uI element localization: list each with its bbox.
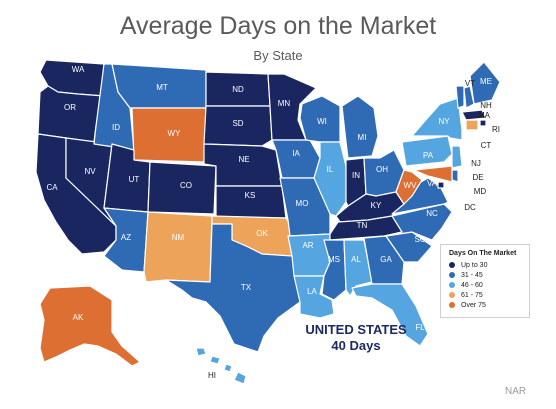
state-label-in: IN <box>352 171 360 180</box>
state-ct <box>465 119 479 131</box>
state-label-ks: KS <box>245 191 256 200</box>
legend-label: 46 - 60 <box>461 281 483 289</box>
state-label-sc: SC <box>414 235 425 244</box>
legend: Days On The Market Up to 30 31 - 45 46 - 6… <box>440 244 530 318</box>
state-ne <box>203 143 283 187</box>
state-label-ne: NE <box>238 155 249 164</box>
state-pa <box>401 135 453 167</box>
state-label-pa: PA <box>423 151 434 160</box>
state-fl <box>351 283 429 347</box>
state-label-dc: DC <box>464 203 476 212</box>
legend-title: Days On The Market <box>449 250 517 257</box>
state-me <box>469 61 501 105</box>
state-hi <box>195 347 247 385</box>
state-label-md: MD <box>474 187 487 196</box>
state-label-nc: NC <box>426 209 438 218</box>
legend-label: 61 - 75 <box>461 291 483 299</box>
state-de <box>451 169 459 183</box>
legend-swatch <box>449 272 455 278</box>
state-label-me: ME <box>480 77 492 86</box>
legend-swatch <box>449 282 455 288</box>
state-nm <box>143 211 213 283</box>
legend-swatch <box>449 262 455 268</box>
legend-item: Up to 30 <box>441 260 529 270</box>
state-label-or: OR <box>64 103 76 112</box>
state-label-ky: KY <box>371 201 382 210</box>
state-label-la: LA <box>307 287 317 296</box>
state-label-va: VA <box>427 179 438 188</box>
legend-item: 61 - 75 <box>441 290 529 300</box>
state-ri <box>479 119 487 127</box>
state-mn <box>267 73 317 141</box>
legend-item: 46 - 60 <box>441 280 529 290</box>
state-label-ri: RI <box>492 125 500 134</box>
legend-label: 31 - 45 <box>461 271 483 279</box>
state-label-wa: WA <box>72 65 85 74</box>
state-label-id: ID <box>112 123 120 132</box>
state-label-hi: HI <box>208 371 216 380</box>
state-dc <box>437 181 445 189</box>
state-label-ok: OK <box>256 229 268 238</box>
state-label-fl: FL <box>415 323 425 332</box>
state-label-ar: AR <box>302 241 313 250</box>
state-label-co: CO <box>180 181 192 190</box>
state-label-mt: MT <box>156 83 168 92</box>
state-sd <box>203 105 273 147</box>
national-label: UNITED STATES <box>305 322 407 337</box>
legend-label: Over 75 <box>461 301 486 309</box>
map-title: Average Days on the Market <box>119 12 437 40</box>
map-subtitle: By State <box>253 48 303 63</box>
state-label-tn: TN <box>357 221 368 230</box>
national-value: 40 Days <box>331 338 381 353</box>
state-label-ut: UT <box>129 175 140 184</box>
state-co <box>147 161 217 215</box>
legend-swatch <box>449 292 455 298</box>
state-label-mo: MO <box>296 199 309 208</box>
state-label-ca: CA <box>46 183 58 192</box>
state-wv <box>395 169 423 205</box>
state-label-al: AL <box>351 255 361 264</box>
state-label-ny: NY <box>438 117 450 126</box>
state-md <box>413 165 453 183</box>
state-label-nd: ND <box>232 85 244 94</box>
national-summary: UNITED STATES 40 Days <box>296 322 416 353</box>
state-label-wv: WV <box>404 181 418 190</box>
state-mi <box>341 95 379 159</box>
state-label-nm: NM <box>172 233 185 242</box>
state-vt <box>455 85 465 109</box>
legend-item: Over 75 <box>441 300 529 310</box>
legend-label: Up to 30 <box>461 261 488 269</box>
state-label-mi: MI <box>358 133 367 142</box>
state-label-ga: GA <box>380 255 392 264</box>
state-label-oh: OH <box>376 165 388 174</box>
state-label-wy: WY <box>168 129 182 138</box>
state-il <box>313 141 347 217</box>
state-label-wi: WI <box>317 117 327 126</box>
state-nc <box>385 203 453 241</box>
state-label-ma: MA <box>478 111 491 120</box>
state-label-nh: NH <box>480 101 492 110</box>
state-label-mn: MN <box>278 99 291 108</box>
state-ma <box>461 109 487 121</box>
source-label: NAR <box>505 386 527 397</box>
legend-swatch <box>449 302 455 308</box>
state-label-ia: IA <box>292 149 300 158</box>
state-ak <box>39 285 141 367</box>
state-nj <box>451 145 463 169</box>
state-label-de: DE <box>472 173 483 182</box>
state-label-vt: VT <box>465 79 475 88</box>
state-label-ak: AK <box>73 313 84 322</box>
state-label-tx: TX <box>241 283 252 292</box>
state-label-sd: SD <box>232 119 243 128</box>
state-label-az: AZ <box>121 233 131 242</box>
state-label-il: IL <box>327 165 334 174</box>
state-label-ms: MS <box>328 255 340 264</box>
state-label-ct: CT <box>481 141 492 150</box>
state-label-nv: NV <box>84 167 96 176</box>
legend-item: 31 - 45 <box>441 270 529 280</box>
state-label-nj: NJ <box>471 159 481 168</box>
state-ny <box>411 97 463 141</box>
state-la <box>293 275 335 319</box>
